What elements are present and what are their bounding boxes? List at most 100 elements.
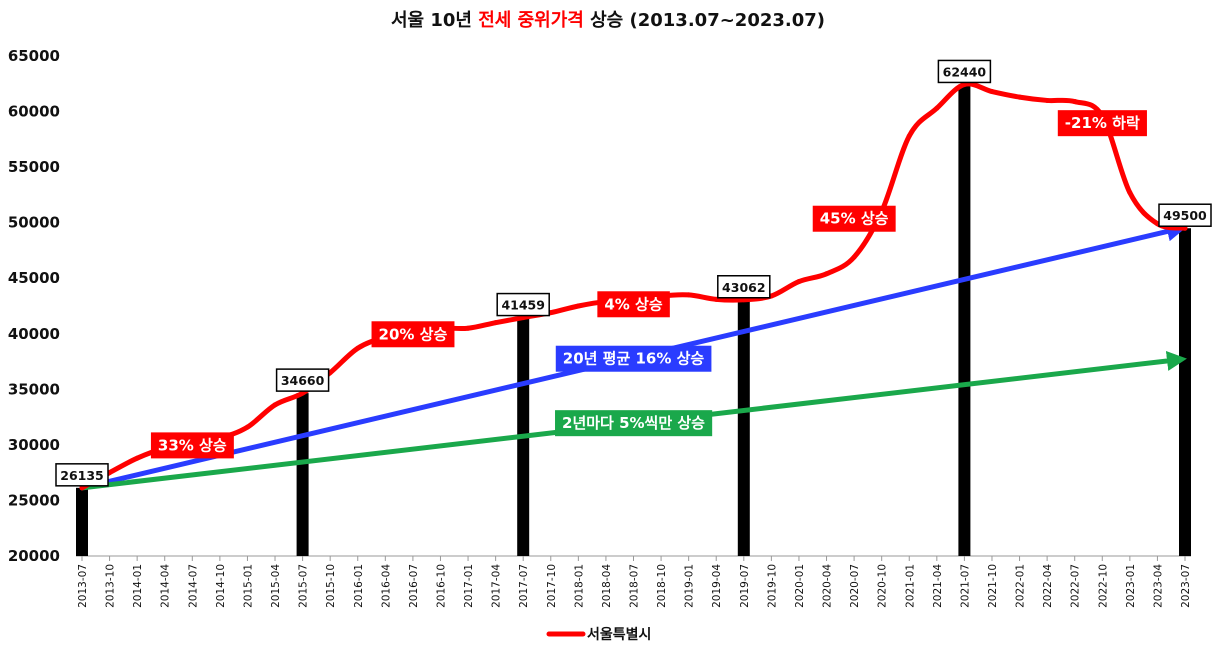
y-tick-label: 50000	[8, 214, 60, 232]
x-tick-label: 2019-07	[739, 564, 751, 608]
x-tick-label: 2016-01	[353, 564, 365, 608]
x-axis: 2013-07 2013-10 2014-01 2014-04 2014-07 2014-…	[76, 555, 1192, 608]
series-point	[134, 455, 140, 461]
x-tick-label: 2022-01	[1015, 564, 1027, 608]
series-point	[934, 105, 940, 111]
x-tick-label: 2022-04	[1042, 564, 1054, 608]
x-tick-label: 2017-07	[518, 564, 530, 608]
x-tick-label: 2020-10	[877, 564, 889, 608]
x-tick-label: 2015-01	[242, 564, 254, 608]
annotation-label: 20% 상승	[379, 325, 448, 343]
bar-2015-07	[296, 393, 309, 556]
x-tick-label: 2018-07	[629, 564, 641, 608]
chart-title-highlight: 전세 중위가격	[478, 10, 584, 31]
chart-title-suffix: 상승 (2013.07~2023.07)	[583, 10, 826, 31]
series-point	[244, 424, 250, 430]
legend: 서울특별시	[546, 626, 651, 643]
x-tick-label: 2017-10	[546, 564, 558, 608]
series-point	[796, 279, 802, 285]
series-point	[1072, 99, 1078, 105]
bar-2023-07	[1179, 228, 1191, 556]
bar-2021-07	[958, 84, 971, 556]
x-tick-label: 2017-04	[491, 564, 503, 608]
y-tick-label: 30000	[8, 436, 60, 454]
series-point	[906, 133, 912, 139]
x-tick-label: 2016-07	[408, 564, 420, 608]
x-tick-label: 2018-01	[573, 564, 585, 608]
bar-data-label: 41459	[501, 298, 545, 313]
x-tick-label: 2014-01	[132, 564, 144, 608]
annotation-box	[371, 321, 455, 348]
annotation-box	[555, 410, 713, 437]
annotation-label: 45% 상승	[820, 210, 889, 228]
y-axis: 20000 25000 30000 35000 40000 45000 50000 55000…	[8, 47, 60, 565]
x-tick-label: 2019-10	[766, 564, 778, 608]
x-tick-label: 2023-01	[1125, 564, 1137, 608]
bar-data-label: 43062	[722, 280, 766, 295]
x-tick-label: 2016-10	[435, 564, 447, 608]
x-tick-label: 2016-04	[380, 564, 392, 608]
series-point	[989, 89, 995, 95]
y-tick-label: 25000	[8, 491, 60, 509]
bar-label-box	[496, 292, 550, 317]
x-tick-label: 2022-07	[1070, 564, 1082, 608]
bar-labels-group: 26135 34660 41459 43062 62440 49500	[55, 59, 1212, 487]
y-tick-label: 55000	[8, 158, 60, 176]
x-tick-label: 2014-04	[160, 564, 172, 608]
x-tick-label: 2021-07	[959, 564, 971, 608]
bars-group	[76, 84, 1191, 556]
bar-data-label: 62440	[943, 64, 987, 79]
x-tick-label: 2018-04	[601, 564, 613, 608]
bar-2013-07	[76, 487, 88, 556]
annotation-box	[597, 291, 670, 318]
x-tick-label: 2018-10	[656, 564, 668, 608]
x-tick-label: 2020-04	[822, 564, 834, 608]
y-tick-label: 60000	[8, 103, 60, 121]
annotation-label: 20년 평균 16% 상승	[563, 350, 705, 368]
series-point	[465, 325, 471, 331]
series-point	[355, 345, 361, 351]
series-point	[575, 303, 581, 309]
bar-label-box	[1158, 203, 1212, 227]
annotation-box	[812, 205, 896, 232]
x-tick-label: 2023-07	[1180, 564, 1192, 608]
series-point	[1044, 97, 1050, 103]
bar-label-box	[55, 463, 109, 487]
x-tick-label: 2014-07	[187, 564, 199, 608]
annotation-box	[1057, 110, 1147, 137]
y-tick-label: 20000	[8, 547, 60, 565]
x-tick-label: 2014-10	[215, 564, 227, 608]
bar-label-box	[717, 275, 771, 299]
chart-title: 서울 10년 전세 중위가격 상승 (2013.07~2023.07)	[0, 6, 1216, 32]
annotation-label: -21% 하락	[1065, 114, 1140, 132]
series-point	[272, 402, 278, 408]
y-tick-label: 45000	[8, 269, 60, 287]
legend-label: 서울특별시	[587, 626, 651, 643]
series-point	[1017, 94, 1023, 100]
x-tick-label: 2015-10	[325, 564, 337, 608]
bar-label-box	[937, 59, 992, 84]
bar-label-box	[275, 368, 330, 392]
annotation-label: 2년마다 5%씩만 상승	[562, 414, 705, 432]
chart-title-prefix: 서울 10년	[390, 10, 479, 31]
x-tick-label: 2021-10	[987, 564, 999, 608]
x-tick-label: 2022-10	[1097, 564, 1109, 608]
series-point	[851, 254, 857, 260]
x-tick-label: 2021-04	[932, 564, 944, 608]
x-tick-label: 2017-01	[463, 564, 475, 608]
x-tick-label: 2015-04	[270, 564, 282, 608]
x-tick-label: 2013-10	[105, 564, 117, 608]
x-tick-label: 2020-01	[794, 564, 806, 608]
bar-data-label: 34660	[281, 373, 325, 388]
annotations-group: 33% 상승 20% 상승 4% 상승 45% 상승 -21% 하락 20년 평균 16%…	[150, 110, 1147, 459]
series-point	[824, 271, 830, 277]
series-point	[493, 320, 499, 326]
y-tick-label: 35000	[8, 380, 60, 398]
bar-data-label: 26135	[60, 468, 104, 483]
x-tick-label: 2015-07	[298, 564, 310, 608]
annotation-label: 4% 상승	[604, 295, 662, 313]
annotation-box	[555, 345, 712, 372]
series-point	[686, 292, 692, 298]
x-tick-label: 2020-07	[849, 564, 861, 608]
